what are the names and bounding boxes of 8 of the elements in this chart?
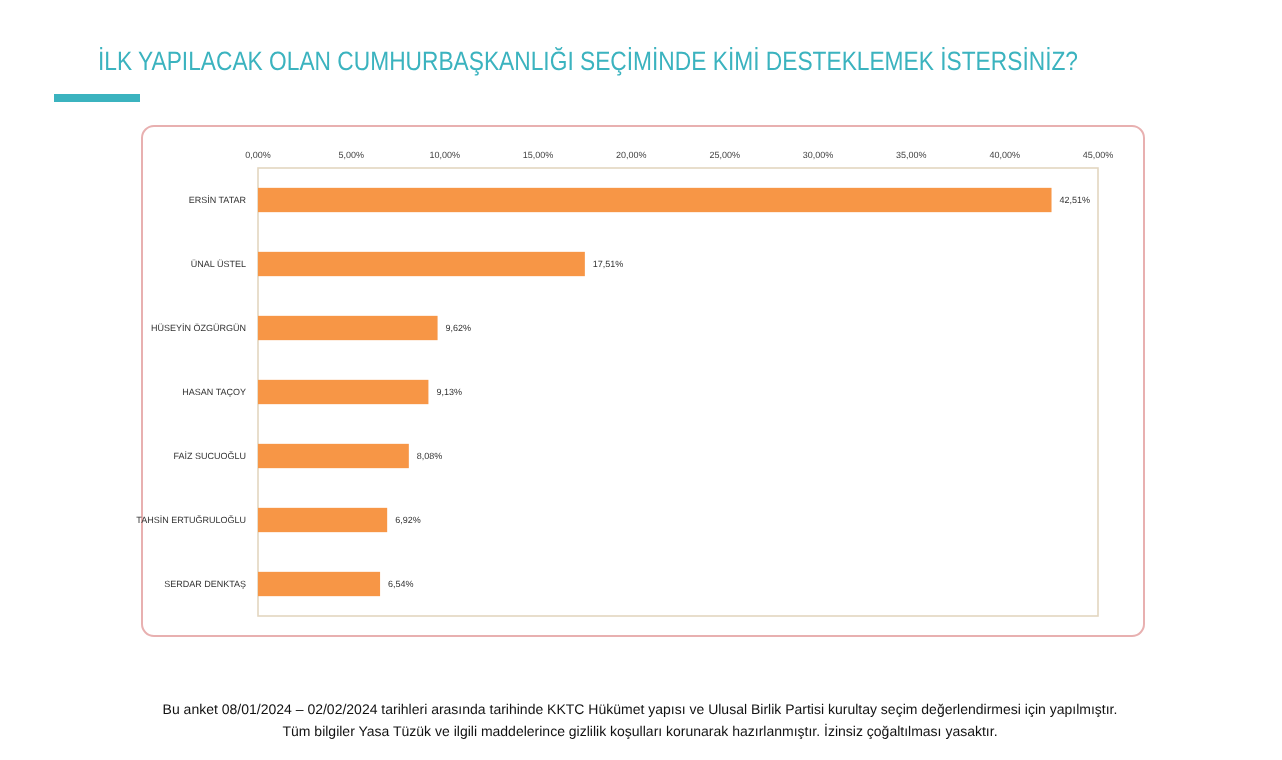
bar	[258, 507, 388, 533]
bar	[258, 379, 429, 405]
chart-title: İLK YAPILACAK OLAN CUMHURBAŞKANLIĞI SEÇİMİNDE KİMİ DESTEKLEMEK İSTERSİNİZ?	[98, 46, 1235, 76]
bar	[258, 187, 1052, 213]
bar	[258, 443, 409, 469]
bar	[258, 571, 381, 597]
bar	[258, 251, 585, 277]
bar	[258, 315, 438, 341]
